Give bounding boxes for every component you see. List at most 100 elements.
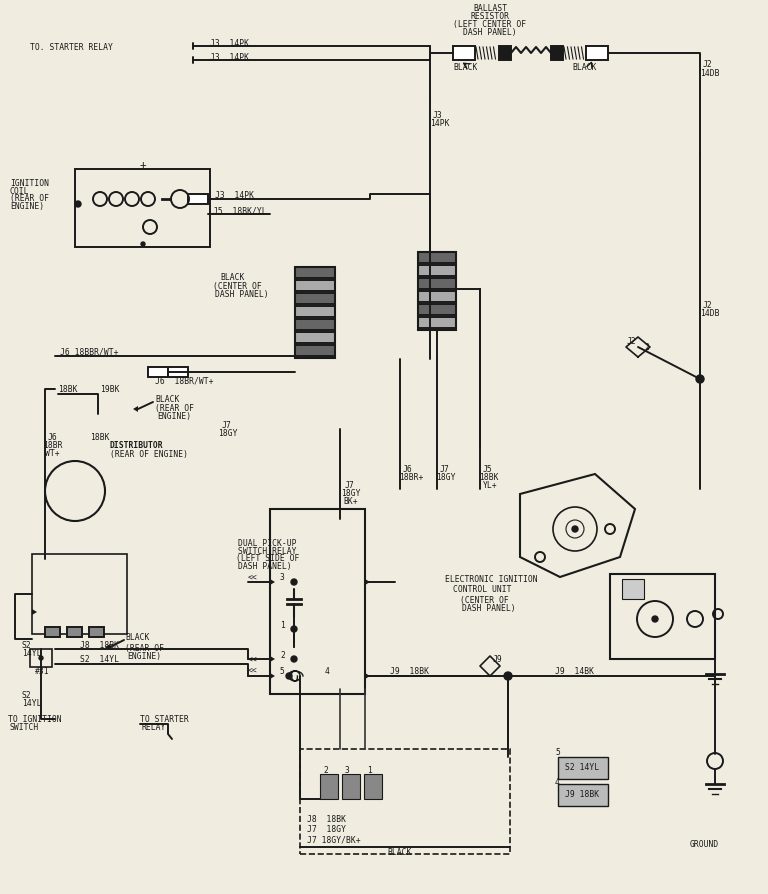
Bar xyxy=(89,628,104,637)
Text: GROUND: GROUND xyxy=(690,839,720,848)
Text: J9 18BK: J9 18BK xyxy=(565,789,599,798)
Text: J9  14BK: J9 14BK xyxy=(555,667,594,676)
Bar xyxy=(300,749,510,854)
Text: J5  18BK/YL: J5 18BK/YL xyxy=(213,207,266,215)
Bar xyxy=(558,757,608,780)
Text: 5: 5 xyxy=(280,667,285,676)
Text: (LEFT CENTER OF: (LEFT CENTER OF xyxy=(453,20,527,29)
Polygon shape xyxy=(270,579,275,586)
Text: J6 18BBR/WT+: J6 18BBR/WT+ xyxy=(60,347,118,356)
Text: TO. STARTER RELAY: TO. STARTER RELAY xyxy=(30,42,113,52)
Text: 4: 4 xyxy=(555,778,560,787)
Text: DISTRIBUTOR: DISTRIBUTOR xyxy=(110,440,164,449)
Bar xyxy=(418,291,456,303)
Text: DUAL PICK-UP: DUAL PICK-UP xyxy=(238,538,296,547)
Bar xyxy=(418,266,456,276)
Bar xyxy=(364,774,382,799)
Text: DASH PANEL): DASH PANEL) xyxy=(462,603,515,611)
Text: (REAR OF ENGINE): (REAR OF ENGINE) xyxy=(110,450,188,459)
Text: DASH PANEL): DASH PANEL) xyxy=(215,289,269,299)
Text: (CENTER OF: (CENTER OF xyxy=(460,595,508,603)
Polygon shape xyxy=(32,610,37,615)
Text: DASH PANEL): DASH PANEL) xyxy=(463,28,517,37)
Bar xyxy=(586,47,608,61)
Text: J6  18BR/WT+: J6 18BR/WT+ xyxy=(155,376,214,385)
Text: 14YL: 14YL xyxy=(22,648,41,657)
Bar xyxy=(295,267,335,279)
Text: SWITCH RELAY: SWITCH RELAY xyxy=(238,546,296,555)
Text: RELAY: RELAY xyxy=(142,722,167,731)
Text: BLACK: BLACK xyxy=(572,63,597,72)
Bar xyxy=(295,320,335,331)
Text: #31: #31 xyxy=(35,667,50,676)
Text: BK+: BK+ xyxy=(343,496,358,505)
Text: J2: J2 xyxy=(703,300,713,309)
Text: S2: S2 xyxy=(22,690,31,699)
Text: (REAR OF: (REAR OF xyxy=(155,403,194,412)
Text: 18BR+: 18BR+ xyxy=(399,473,423,482)
Text: J6: J6 xyxy=(403,465,412,474)
Text: COIL: COIL xyxy=(10,186,29,195)
Polygon shape xyxy=(365,673,370,679)
Bar xyxy=(295,267,335,358)
Text: BLACK: BLACK xyxy=(155,395,180,404)
Bar xyxy=(551,47,563,61)
Text: YL+: YL+ xyxy=(483,481,498,490)
Text: (CENTER OF: (CENTER OF xyxy=(213,282,262,291)
Circle shape xyxy=(75,202,81,207)
Polygon shape xyxy=(105,645,110,650)
Text: J8  18BK: J8 18BK xyxy=(307,814,346,823)
Polygon shape xyxy=(365,579,370,586)
Text: 18GY: 18GY xyxy=(341,488,360,497)
Text: J9: J9 xyxy=(493,654,503,663)
Text: 14PK: 14PK xyxy=(430,118,449,127)
Bar xyxy=(558,784,608,806)
Text: 18GY: 18GY xyxy=(436,473,455,482)
Bar xyxy=(499,47,511,61)
Bar xyxy=(67,628,82,637)
Circle shape xyxy=(141,243,145,247)
Bar xyxy=(418,279,456,290)
Text: J7: J7 xyxy=(440,465,450,474)
Text: J6: J6 xyxy=(48,432,58,441)
Text: J7 18GY/BK+: J7 18GY/BK+ xyxy=(307,835,361,844)
Circle shape xyxy=(572,527,578,533)
Bar xyxy=(148,367,168,377)
Text: 1: 1 xyxy=(367,765,372,774)
Circle shape xyxy=(291,579,297,586)
Text: J7  18GY: J7 18GY xyxy=(307,824,346,833)
Bar xyxy=(418,253,456,331)
Bar xyxy=(622,579,644,599)
Circle shape xyxy=(504,672,512,680)
Polygon shape xyxy=(270,656,275,662)
Text: <<: << xyxy=(248,654,258,663)
Text: J5: J5 xyxy=(483,465,493,474)
Bar xyxy=(418,253,456,264)
Bar xyxy=(453,47,475,61)
Text: 18BK: 18BK xyxy=(90,432,110,441)
Text: J2: J2 xyxy=(627,336,637,345)
Circle shape xyxy=(291,627,297,632)
Circle shape xyxy=(39,656,43,661)
Text: 14DB: 14DB xyxy=(700,69,720,78)
Bar xyxy=(320,774,338,799)
Text: BLACK: BLACK xyxy=(453,63,478,72)
Text: J3  14PK: J3 14PK xyxy=(215,191,254,200)
Text: (LEFT SIDE OF: (LEFT SIDE OF xyxy=(236,554,300,563)
Text: S2 14YL: S2 14YL xyxy=(565,763,599,772)
Circle shape xyxy=(652,616,658,622)
Text: 2: 2 xyxy=(323,765,328,774)
Text: TO STARTER: TO STARTER xyxy=(140,714,189,723)
Text: WT+: WT+ xyxy=(45,448,60,457)
Text: BLACK: BLACK xyxy=(125,633,149,642)
Polygon shape xyxy=(133,407,138,412)
Bar xyxy=(342,774,360,799)
Bar xyxy=(295,333,335,343)
Bar xyxy=(45,628,60,637)
Bar xyxy=(270,510,365,695)
Text: 3: 3 xyxy=(280,573,285,582)
Text: J2: J2 xyxy=(703,59,713,69)
Text: 5: 5 xyxy=(555,747,560,756)
Bar xyxy=(75,170,210,248)
Polygon shape xyxy=(270,673,275,679)
